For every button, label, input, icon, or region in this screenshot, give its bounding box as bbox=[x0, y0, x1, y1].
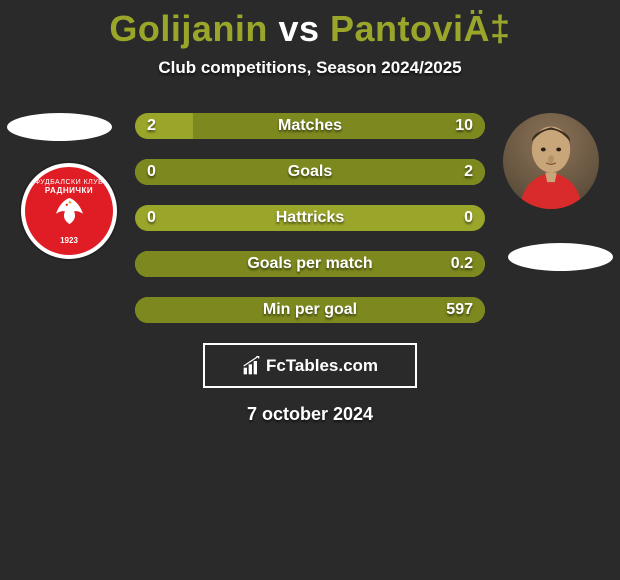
stat-row: 0 Goals 2 bbox=[135, 159, 485, 185]
player1-placeholder-ellipse bbox=[7, 113, 112, 141]
stat-rows: 2 Matches 10 0 Goals 2 0 Hattricks 0 Goals per ma… bbox=[135, 113, 485, 343]
stat-label: Goals per match bbox=[247, 255, 372, 273]
stat-value-left: 2 bbox=[147, 117, 156, 135]
player1-name: Golijanin bbox=[109, 8, 268, 49]
stat-row: Min per goal 597 bbox=[135, 297, 485, 323]
stat-value-right: 0.2 bbox=[451, 255, 473, 273]
club-badge: ФУДБАЛСКИ КЛУБ РАДНИЧКИ 1923 bbox=[21, 163, 117, 259]
date-label: 7 october 2024 bbox=[0, 404, 620, 425]
stat-label: Goals bbox=[288, 163, 332, 181]
stat-value-right: 10 bbox=[455, 117, 473, 135]
stat-value-right: 0 bbox=[464, 209, 473, 227]
player2-photo bbox=[503, 113, 599, 209]
player2-club-placeholder-ellipse bbox=[508, 243, 613, 271]
stat-row: 0 Hattricks 0 bbox=[135, 205, 485, 231]
player1-column: ФУДБАЛСКИ КЛУБ РАДНИЧКИ 1923 bbox=[5, 113, 115, 323]
eagle-icon bbox=[47, 189, 92, 234]
chart-icon bbox=[242, 356, 262, 376]
brand-box: FcTables.com bbox=[203, 343, 417, 388]
stat-label: Hattricks bbox=[276, 209, 344, 227]
stat-label: Min per goal bbox=[263, 301, 357, 319]
stat-label: Matches bbox=[278, 117, 342, 135]
badge-year: 1923 bbox=[25, 236, 113, 245]
stat-value-left: 0 bbox=[147, 163, 156, 181]
comparison-title: Golijanin vs PantoviÄ‡ bbox=[0, 0, 620, 50]
stats-area: ФУДБАЛСКИ КЛУБ РАДНИЧКИ 1923 bbox=[0, 113, 620, 333]
subtitle: Club competitions, Season 2024/2025 bbox=[0, 58, 620, 78]
badge-top-text: ФУДБАЛСКИ КЛУБ РАДНИЧКИ bbox=[25, 179, 113, 195]
vs-label: vs bbox=[278, 8, 319, 49]
player2-column bbox=[505, 113, 615, 323]
stat-value-right: 2 bbox=[464, 163, 473, 181]
player2-name: PantoviÄ‡ bbox=[330, 8, 511, 49]
stat-value-left: 0 bbox=[147, 209, 156, 227]
brand-text: FcTables.com bbox=[266, 356, 378, 376]
stat-row: 2 Matches 10 bbox=[135, 113, 485, 139]
stat-row: Goals per match 0.2 bbox=[135, 251, 485, 277]
stat-value-right: 597 bbox=[446, 301, 473, 319]
